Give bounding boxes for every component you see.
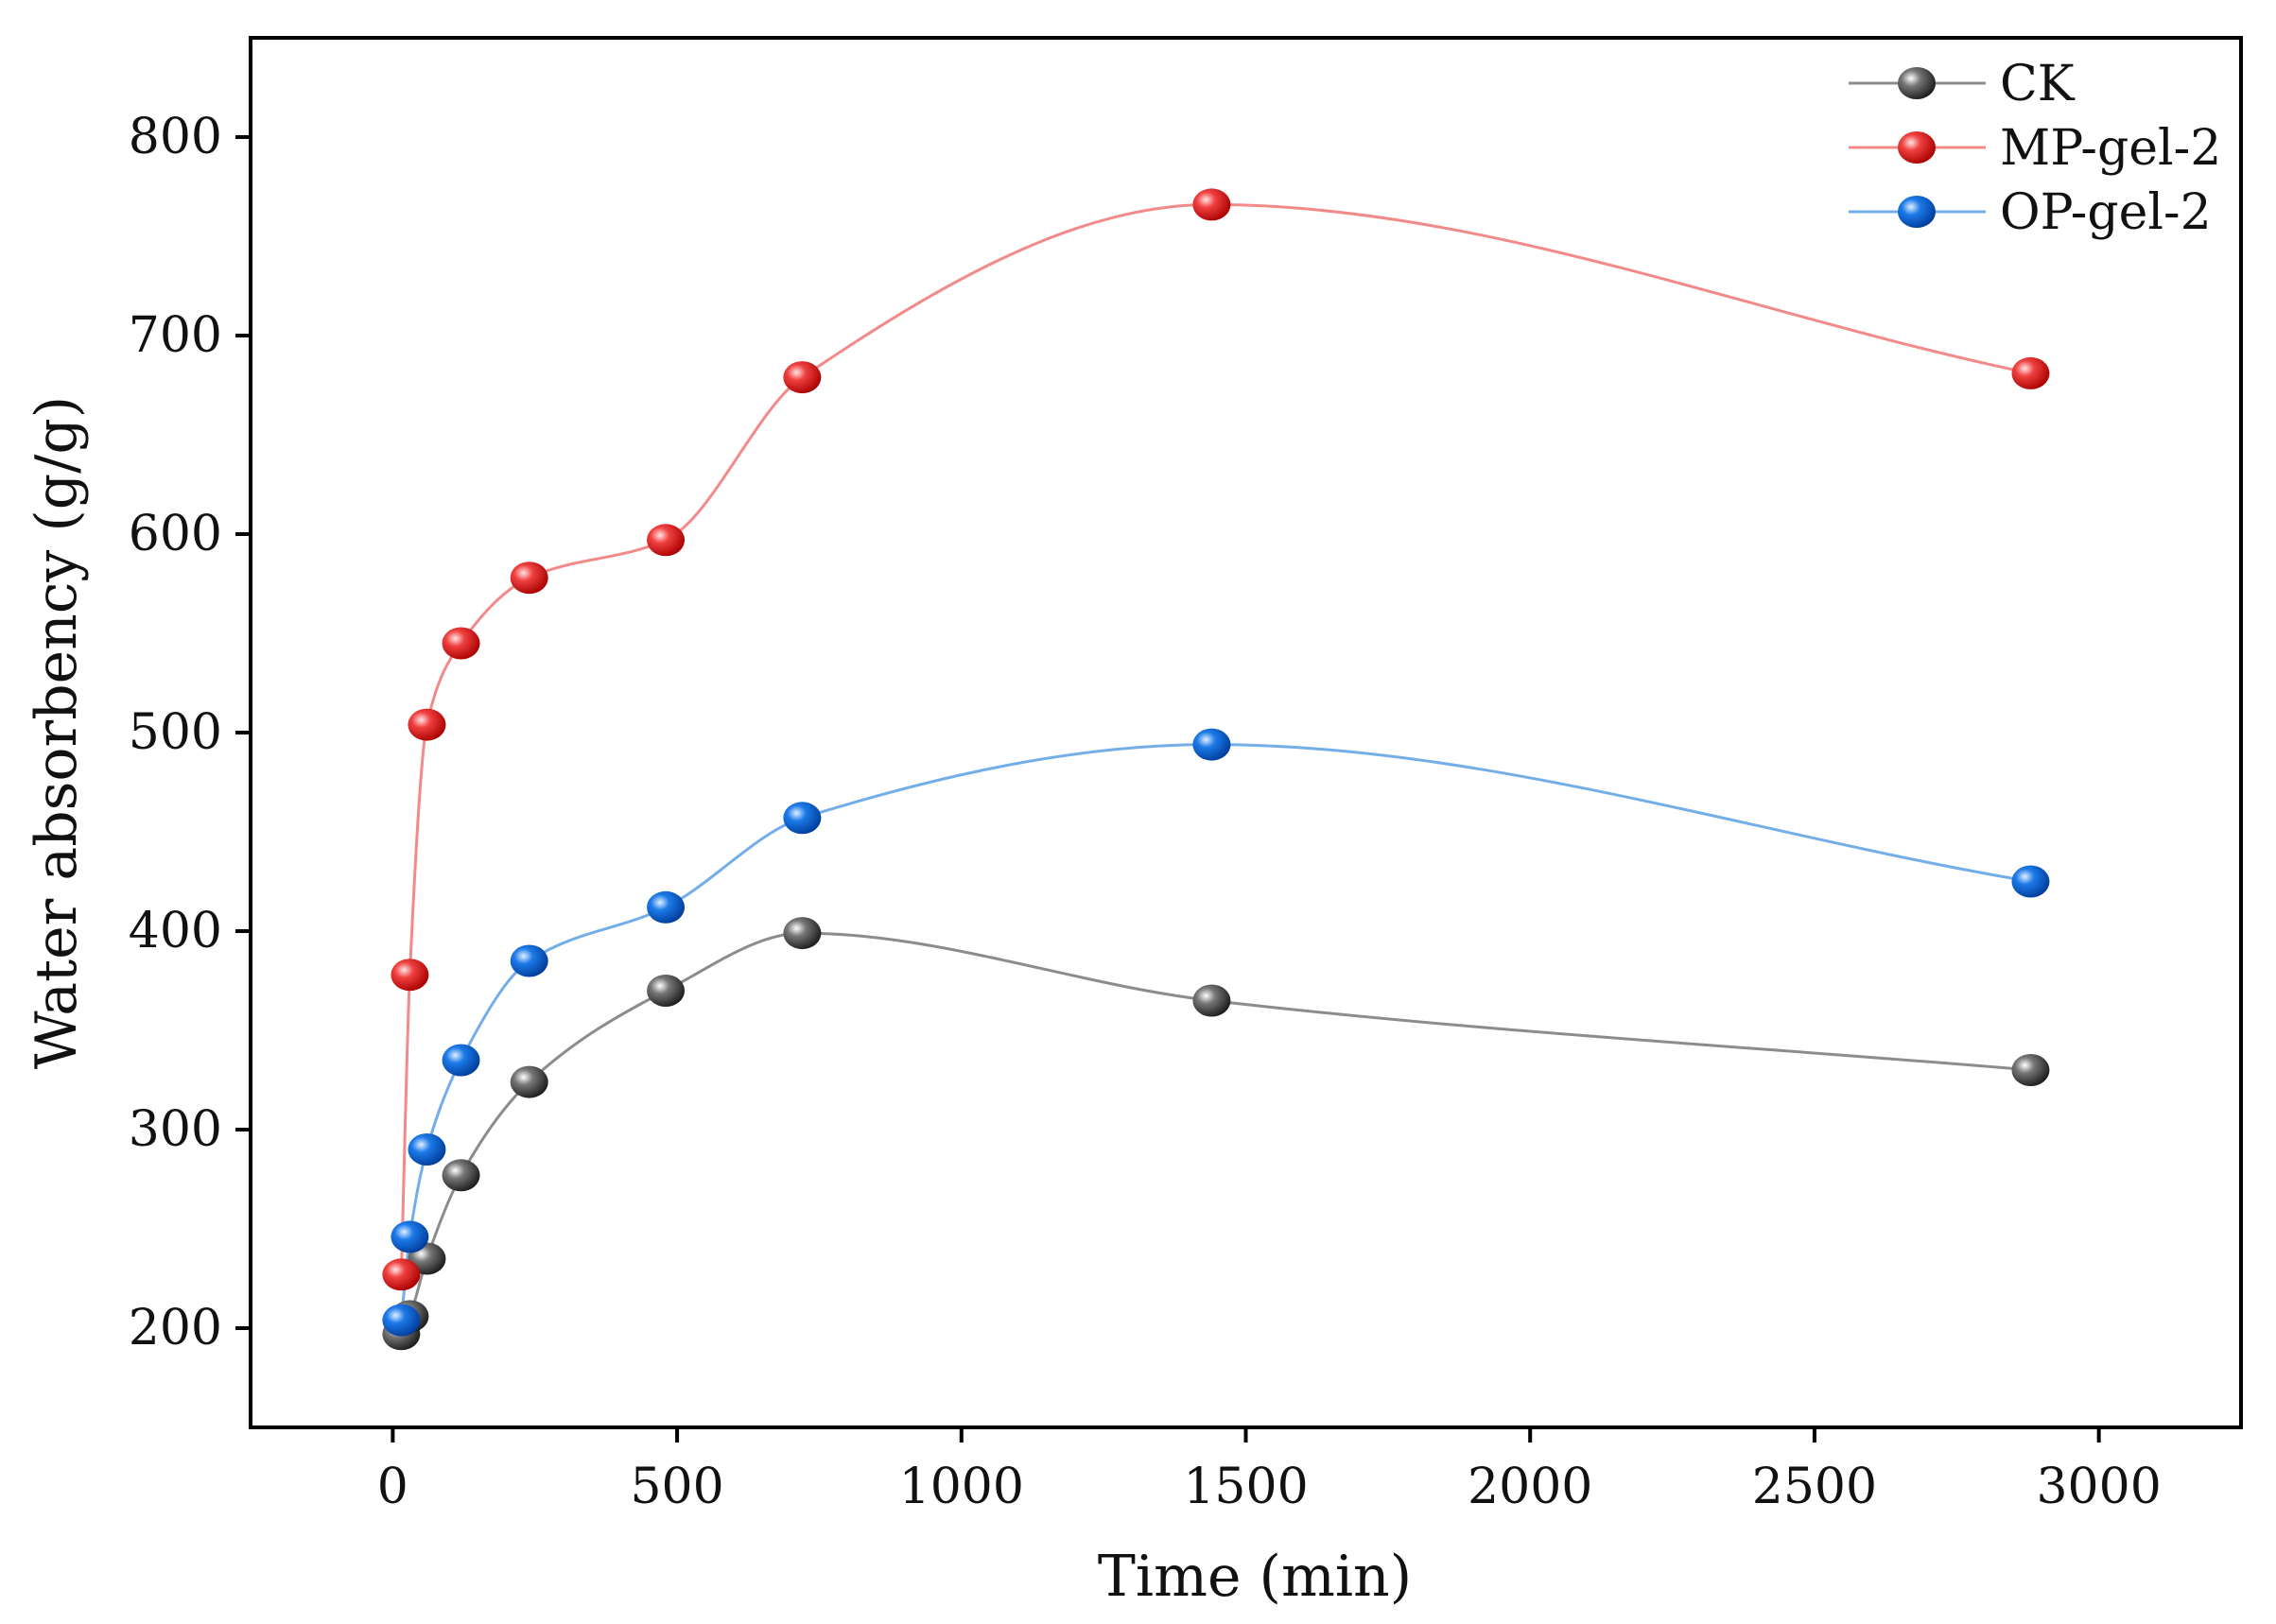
y-tick-label: 400 <box>129 903 222 959</box>
legend: CK MP-gel-2 OP-gel-2 <box>1849 56 2221 241</box>
data-point-ck <box>510 1065 548 1098</box>
y-tick-label: 600 <box>129 506 222 562</box>
data-point-op-gel-2 <box>510 944 548 977</box>
data-point-op-gel-2 <box>408 1133 446 1166</box>
data-point-op-gel-2 <box>442 1044 480 1077</box>
x-tick-label: 0 <box>377 1459 408 1515</box>
data-point-ck <box>647 975 686 1007</box>
data-point-ck <box>2011 1054 2050 1086</box>
data-point-op-gel-2 <box>647 890 686 924</box>
x-axis-tick-labels: 0 500 1000 1500 2000 2500 3000 <box>377 1459 2162 1515</box>
data-point-op-gel-2 <box>391 1220 429 1253</box>
data-point-mp-gel-2 <box>510 561 548 595</box>
data-point-ck <box>783 917 822 950</box>
y-axis-ticks <box>235 135 251 1330</box>
data-point-ck <box>442 1159 480 1192</box>
data-point-mp-gel-2 <box>442 627 480 660</box>
x-axis-ticks <box>391 1427 2101 1443</box>
legend-item-mp-gel-2: MP-gel-2 <box>1849 120 2221 177</box>
plot-frame <box>249 36 2243 1429</box>
legend-label-op-gel-2: OP-gel-2 <box>2000 184 2212 241</box>
legend-item-ck: CK <box>1849 56 2076 112</box>
x-tick-label: 2000 <box>1468 1459 1592 1515</box>
y-tick-label: 500 <box>129 704 222 761</box>
y-tick-label: 200 <box>129 1300 222 1356</box>
data-point-mp-gel-2 <box>2011 356 2050 389</box>
data-point-op-gel-2 <box>2011 865 2050 898</box>
legend-marker-op-gel-2 <box>1898 196 1936 228</box>
data-point-mp-gel-2 <box>1192 188 1231 221</box>
x-tick-label: 1500 <box>1183 1459 1308 1515</box>
data-point-op-gel-2 <box>382 1304 421 1337</box>
x-tick-label: 3000 <box>2036 1459 2161 1515</box>
legend-label-ck: CK <box>2000 56 2076 112</box>
x-axis-title: Time (min) <box>1098 1544 1412 1610</box>
y-tick-label: 800 <box>129 109 222 165</box>
x-tick-label: 500 <box>630 1459 723 1515</box>
data-point-op-gel-2 <box>783 802 822 835</box>
series-line-op-gel-2 <box>399 743 2031 1321</box>
data-point-mp-gel-2 <box>382 1258 421 1291</box>
x-tick-label: 2500 <box>1752 1459 1877 1515</box>
y-tick-label: 700 <box>129 307 222 364</box>
y-axis-title: Water absorbency (g/g) <box>24 396 90 1069</box>
series-lines <box>399 202 2031 1335</box>
x-tick-label: 1000 <box>899 1459 1024 1515</box>
legend-label-mp-gel-2: MP-gel-2 <box>2000 120 2221 177</box>
legend-marker-ck <box>1898 67 1936 99</box>
y-axis-tick-labels: 200 300 400 500 600 700 800 <box>129 109 222 1356</box>
legend-marker-mp-gel-2 <box>1898 131 1936 164</box>
legend-item-op-gel-2: OP-gel-2 <box>1849 184 2212 241</box>
y-tick-label: 300 <box>129 1101 222 1158</box>
data-point-op-gel-2 <box>1192 728 1231 761</box>
data-point-mp-gel-2 <box>647 524 686 557</box>
series-markers <box>382 188 2050 1351</box>
data-point-mp-gel-2 <box>391 959 429 992</box>
data-point-mp-gel-2 <box>783 361 822 394</box>
data-point-ck <box>1192 984 1231 1017</box>
data-point-mp-gel-2 <box>408 708 446 741</box>
